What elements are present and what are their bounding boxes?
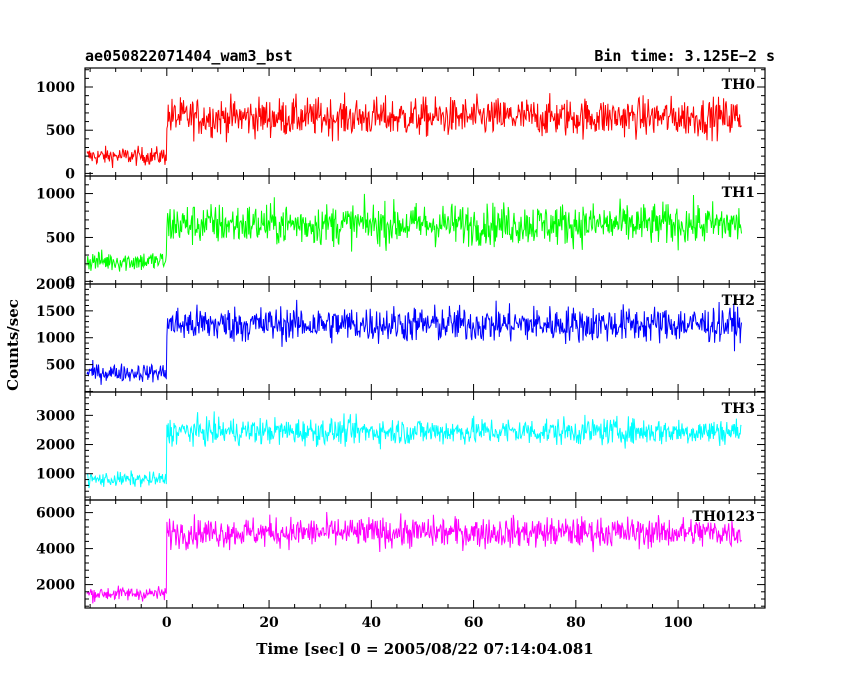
y-axis-label: Counts/sec [4, 299, 22, 391]
y-tick-label: 500 [46, 358, 75, 374]
y-tick-label: 3000 [36, 408, 75, 424]
y-tick-label: 1000 [36, 467, 75, 483]
series-label-th1: TH1 [722, 185, 755, 201]
x-tick-label: 60 [464, 615, 484, 631]
x-tick-label: 80 [566, 615, 586, 631]
panel-th3: 1000 2000 3000 TH3 [36, 391, 766, 501]
x-tick-labels: 0 20 40 60 80 100 [162, 615, 693, 631]
panel-th1: 0 500 1000 TH1 [36, 175, 766, 290]
y-tick-label: 6000 [36, 506, 75, 522]
series-line-th3 [86, 411, 742, 489]
panel-th0: 0 500 1000 TH0 [36, 67, 766, 182]
series-label-th2: TH2 [722, 293, 755, 309]
y-tick-label: 1000 [36, 80, 75, 96]
y-tick-label: 500 [46, 123, 75, 139]
chart-title-left: ae050822071404_wam3_bst [85, 47, 293, 65]
series-label-th3: TH3 [722, 401, 755, 417]
y-tick-label: 2000 [36, 438, 75, 454]
y-tick-label: 0 [65, 166, 75, 182]
chart-title-right: Bin time: 3.125E−2 s [594, 47, 775, 65]
y-tick-label: 2000 [36, 277, 75, 293]
panel-frame [84, 391, 766, 501]
x-tick-label: 0 [162, 615, 172, 631]
x-tick-label: 20 [259, 615, 279, 631]
series-line-th1 [86, 193, 742, 272]
series-line-th2 [86, 299, 742, 385]
series-line-th0123 [86, 511, 742, 604]
y-tick-label: 1000 [36, 187, 75, 203]
panel-frame [84, 499, 766, 609]
panel-th0123: 2000 4000 6000 TH0123 [36, 499, 766, 609]
y-tick-label: 2000 [36, 578, 75, 594]
panels-group: 0 500 1000 TH0 0 500 1000 TH1 500 1000 1500 2000 TH2… [36, 67, 766, 609]
y-tick-label: 1000 [36, 331, 75, 347]
panel-frame [84, 175, 766, 285]
panel-frame [84, 67, 766, 177]
x-axis-label: Time [sec] 0 = 2005/08/22 07:14:04.081 [256, 640, 593, 658]
series-label-th0: TH0 [722, 77, 756, 93]
y-tick-label: 1500 [36, 304, 75, 320]
y-tick-label: 0 [65, 274, 75, 290]
x-tick-label: 40 [362, 615, 382, 631]
y-tick-label: 500 [46, 230, 75, 246]
panel-frame [84, 283, 766, 393]
panel-th2: 500 1000 1500 2000 TH2 [36, 277, 766, 393]
x-tick-label: 100 [663, 615, 692, 631]
series-line-th0 [86, 92, 742, 169]
series-label-th0123: TH0123 [692, 509, 755, 525]
y-tick-label: 4000 [36, 542, 75, 558]
